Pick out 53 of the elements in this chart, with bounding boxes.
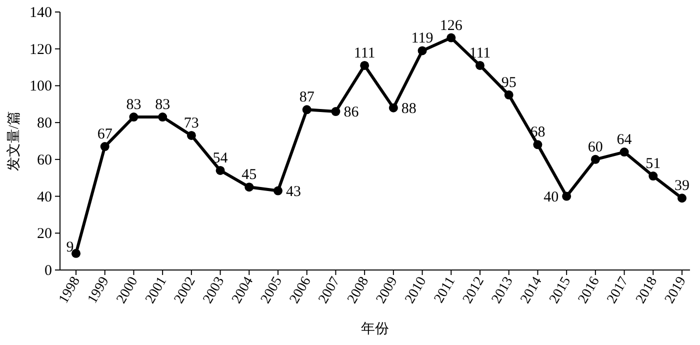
- data-label: 40: [544, 189, 559, 206]
- data-label: 60: [588, 139, 603, 156]
- point: [274, 186, 282, 196]
- data-label: 51: [646, 156, 661, 172]
- point: [648, 172, 658, 181]
- point: [360, 60, 370, 70]
- point: [244, 182, 254, 192]
- data-label: 87: [299, 90, 315, 106]
- data-label: 111: [354, 45, 376, 62]
- data-label: 111: [469, 45, 491, 62]
- data-label: 64: [616, 132, 632, 148]
- data-label: 126: [440, 18, 463, 34]
- data-label: 95: [501, 74, 516, 91]
- point: [504, 90, 514, 100]
- y-tick-label: 80: [37, 116, 52, 132]
- data-label: 88: [401, 100, 416, 117]
- point: [100, 142, 110, 152]
- y-tick-label: 60: [37, 152, 52, 168]
- point: [446, 33, 456, 42]
- point: [388, 103, 398, 112]
- y-tick-label: 20: [37, 226, 52, 242]
- data-label: 67: [97, 126, 113, 143]
- data-label: 9: [66, 239, 74, 256]
- point: [533, 140, 542, 150]
- point: [72, 248, 80, 258]
- y-tick-label: 120: [30, 42, 52, 58]
- y-axis-title: 发文量/篇: [6, 111, 22, 171]
- data-label: 39: [674, 178, 690, 194]
- data-label: 119: [411, 30, 434, 47]
- point: [302, 105, 312, 114]
- data-label: 54: [212, 150, 228, 166]
- data-label: 83: [126, 97, 142, 114]
- y-tick-label: 40: [37, 189, 52, 206]
- y-tick-label: 0: [44, 263, 52, 279]
- point: [678, 194, 686, 203]
- point: [158, 112, 168, 122]
- data-label: 45: [242, 167, 257, 184]
- point: [331, 107, 340, 116]
- point: [418, 46, 427, 56]
- point: [476, 60, 484, 70]
- point: [562, 192, 572, 201]
- point: [590, 154, 600, 164]
- data-label: 86: [344, 104, 360, 121]
- point: [216, 166, 225, 175]
- point: [129, 112, 138, 122]
- y-tick-label: 140: [30, 5, 52, 21]
- y-tick-label: 100: [30, 78, 52, 95]
- point: [620, 148, 629, 157]
- data-label: 83: [155, 97, 170, 114]
- data-label: 73: [184, 115, 199, 132]
- x-axis-title: 年份: [361, 321, 389, 337]
- point: [186, 130, 196, 140]
- data-label: 43: [286, 184, 301, 200]
